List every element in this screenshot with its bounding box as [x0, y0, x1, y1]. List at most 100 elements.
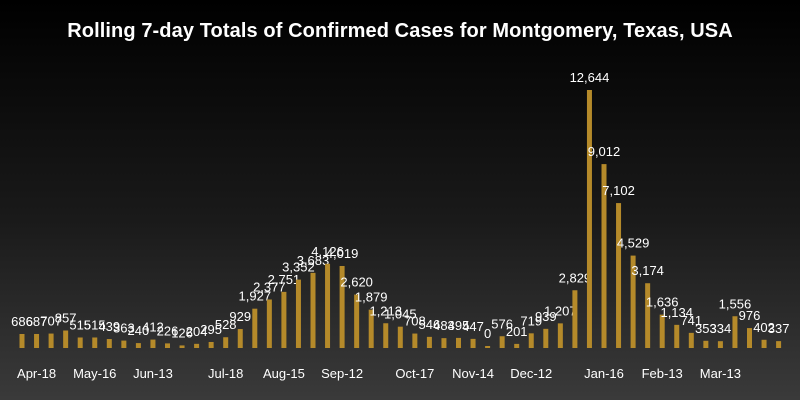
data-label: 939: [535, 309, 557, 324]
bar: [659, 314, 665, 348]
data-label: 353: [695, 321, 717, 336]
x-tick-label: Dec-12: [510, 366, 552, 381]
data-label: 1,213: [369, 303, 402, 318]
data-label: 1,045: [384, 307, 417, 322]
bar: [645, 283, 651, 348]
data-label: 483: [433, 318, 455, 333]
chart-title: Rolling 7-day Totals of Confirmed Cases …: [67, 20, 733, 42]
data-label: 546: [419, 317, 441, 332]
data-label: 0: [484, 326, 491, 341]
data-label: 126: [171, 325, 193, 340]
data-label: 402: [753, 320, 775, 335]
bar: [77, 337, 83, 348]
x-tick-label: Jan-16: [584, 366, 624, 381]
bar: [499, 336, 505, 348]
bar: [179, 345, 185, 348]
data-label: 3,352: [282, 260, 315, 275]
data-label: 4,529: [617, 236, 650, 251]
bar: [441, 338, 447, 348]
data-label: 687: [26, 314, 48, 329]
data-label: 226: [157, 323, 179, 338]
bar: [106, 339, 112, 348]
data-label: 4,019: [326, 246, 359, 261]
x-tick-label: Feb-13: [642, 366, 683, 381]
bar: [732, 316, 738, 348]
data-label: 2,620: [340, 275, 373, 290]
bar: [194, 343, 200, 348]
bar: [354, 294, 360, 348]
data-label: 1,879: [355, 290, 388, 305]
data-label: 1,927: [239, 289, 272, 304]
bar: [281, 291, 287, 348]
bar: [514, 343, 520, 348]
data-label: 495: [448, 318, 470, 333]
x-tick-label: May-16: [73, 366, 116, 381]
x-tick-label: Sep-12: [321, 366, 363, 381]
bar: [616, 203, 622, 348]
data-label: 4,126: [311, 244, 344, 259]
data-label: 1,636: [646, 295, 679, 310]
data-label: 1,207: [544, 303, 577, 318]
data-label: 204: [186, 324, 208, 339]
data-label: 412: [142, 320, 164, 335]
data-label: 1,556: [719, 296, 752, 311]
bar: [397, 326, 403, 348]
bar: [688, 332, 694, 348]
data-label: 2,377: [253, 280, 286, 295]
data-label: 686: [11, 314, 33, 329]
data-label: 741: [680, 313, 702, 328]
x-tick-label: Apr-18: [17, 366, 56, 381]
data-label: 3,174: [631, 263, 664, 278]
data-label: 719: [520, 313, 542, 328]
data-label: 576: [491, 316, 513, 331]
bar: [252, 308, 258, 348]
bar: [601, 164, 607, 348]
data-label: 295: [200, 322, 222, 337]
bar: [266, 299, 272, 348]
data-label: 857: [55, 311, 77, 326]
bar: [34, 333, 40, 348]
bar: [572, 290, 578, 348]
bar: [426, 336, 432, 348]
bar: [368, 309, 374, 348]
data-label: 447: [462, 319, 484, 334]
data-label: 929: [229, 309, 251, 324]
data-label: 337: [768, 321, 790, 336]
bar: [208, 341, 214, 348]
bar: [135, 343, 141, 348]
x-tick-label: Aug-15: [263, 366, 305, 381]
bar: [586, 90, 592, 348]
data-label: 707: [40, 314, 62, 329]
x-tick-label: Nov-14: [452, 366, 494, 381]
bar: [717, 341, 723, 348]
bar: [165, 343, 170, 348]
bar: [470, 338, 476, 348]
bar: [325, 263, 331, 348]
bar: [528, 333, 534, 348]
bar: [150, 339, 156, 348]
bar: [412, 333, 418, 348]
data-label: 334: [710, 321, 732, 336]
bar: [383, 323, 389, 348]
bar: [19, 334, 25, 348]
bar: [747, 328, 752, 348]
data-label: 976: [739, 308, 761, 323]
bar: [339, 265, 345, 348]
x-tick-label: Jun-13: [133, 366, 173, 381]
bar: [223, 337, 229, 348]
data-label: 2,751: [268, 272, 301, 287]
bar: [237, 329, 243, 348]
bar: [310, 272, 316, 348]
data-label: 1,134: [660, 305, 693, 320]
data-label: 439: [98, 319, 120, 334]
data-label: 515: [69, 317, 91, 332]
x-tick-label: Mar-13: [700, 366, 741, 381]
data-label: 708: [404, 314, 426, 329]
bar: [121, 340, 127, 348]
data-label: 12,644: [570, 70, 610, 85]
bar: [63, 330, 69, 348]
bar: [543, 328, 549, 348]
data-label: 201: [506, 324, 528, 339]
bar: [92, 337, 98, 348]
